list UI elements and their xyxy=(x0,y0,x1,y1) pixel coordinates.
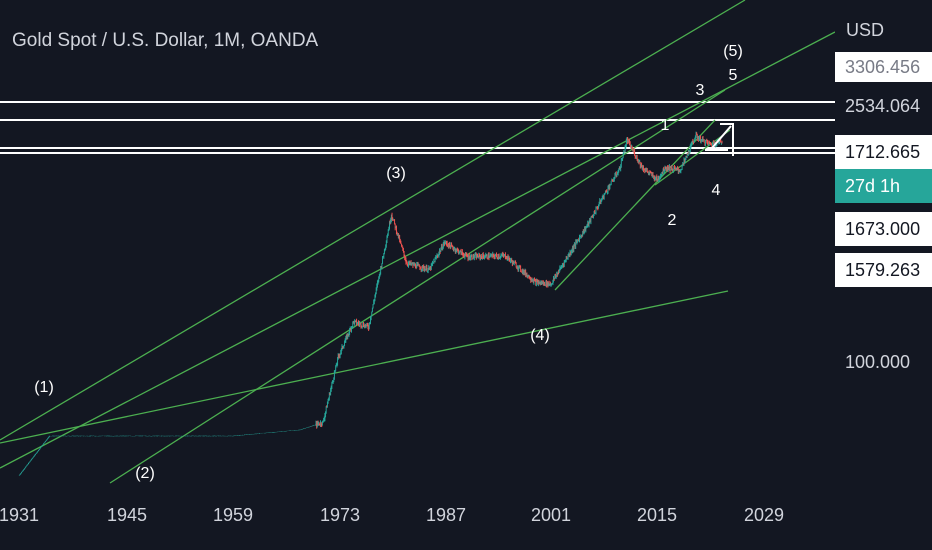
trend-line xyxy=(0,31,835,469)
wave-label: 1 xyxy=(661,117,670,134)
time-tick-1987: 1987 xyxy=(425,505,467,525)
time-tick-2001: 2001 xyxy=(530,505,572,525)
trend-line xyxy=(0,290,729,444)
wave-label: (5) xyxy=(723,43,743,60)
time-tick-2015: 2015 xyxy=(636,505,678,525)
time-tick-1945: 1945 xyxy=(106,505,148,525)
wave-label: (2) xyxy=(135,465,155,482)
currency-label: USD xyxy=(846,20,885,40)
wave-label: 5 xyxy=(729,67,738,84)
price-label-1712: 1712.665 xyxy=(835,135,932,169)
price-label-1673: 1673.000 xyxy=(835,212,932,246)
time-tick-1931: 1931 xyxy=(0,505,40,525)
wave-label: (3) xyxy=(386,165,406,182)
price-label-1579: 1579.263 xyxy=(835,253,932,287)
price-label-100: 100.000 xyxy=(845,352,911,372)
time-tick-1959: 1959 xyxy=(212,505,254,525)
countdown-label: 27d 1h xyxy=(835,169,932,203)
trend-line xyxy=(554,119,716,291)
wave-label: (1) xyxy=(34,379,54,396)
trend-line xyxy=(0,0,746,441)
wave-label: 3 xyxy=(696,82,705,99)
price-label-3306: 3306.456 xyxy=(835,52,932,82)
price-label-2534: 2534.064 xyxy=(845,96,921,116)
projection-arrow xyxy=(705,123,734,156)
time-tick-2029: 2029 xyxy=(743,505,785,525)
trend-line xyxy=(109,89,726,484)
trend-line xyxy=(654,129,731,186)
chart-plot-area[interactable]: (1) (2) (3) (4) (5) 1 2 3 4 5 xyxy=(0,0,835,550)
wave-label: 2 xyxy=(668,212,677,229)
wave-label: (4) xyxy=(530,327,550,344)
time-tick-1973: 1973 xyxy=(319,505,361,525)
wave-label: 4 xyxy=(712,182,721,199)
chart-title: Gold Spot / U.S. Dollar, 1M, OANDA xyxy=(12,30,319,51)
